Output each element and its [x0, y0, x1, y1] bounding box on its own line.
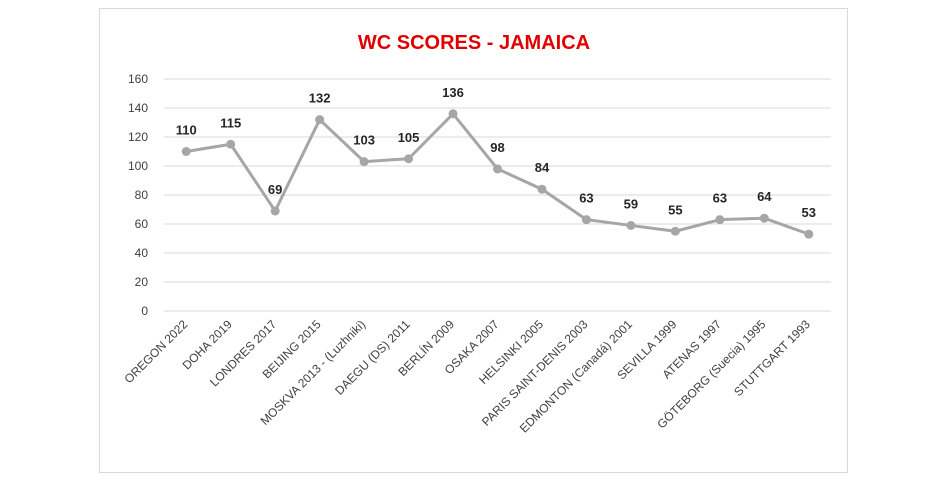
data-point	[670, 226, 680, 236]
data-point	[581, 215, 591, 225]
data-point	[715, 215, 725, 225]
y-tick-label: 140	[128, 101, 148, 115]
data-label: 136	[442, 85, 464, 100]
x-tick-label: OREGON 2022	[122, 317, 191, 386]
data-point	[626, 220, 636, 230]
data-point	[759, 213, 769, 223]
y-tick-label: 20	[135, 275, 149, 289]
data-points	[181, 109, 814, 239]
data-label: 69	[268, 182, 282, 197]
data-label: 98	[490, 140, 504, 155]
data-point	[359, 157, 369, 167]
data-point	[493, 164, 502, 174]
x-tick-label: DAEGU (DS) 2011	[332, 317, 413, 398]
data-label: 132	[309, 91, 331, 106]
data-point	[804, 229, 814, 239]
data-point	[315, 115, 325, 125]
y-tick-label: 80	[135, 188, 149, 202]
data-label: 55	[668, 202, 682, 217]
y-tick-label: 160	[128, 72, 148, 86]
data-label: 103	[353, 133, 375, 148]
data-point	[226, 139, 236, 149]
series-line	[185, 112, 810, 236]
data-label: 115	[220, 115, 241, 130]
y-tick-label: 100	[128, 159, 148, 173]
chart-frame: WC SCORES - JAMAICA 0 20 40 60 80 100 120 140 16…	[99, 8, 848, 473]
data-label: 105	[398, 130, 420, 145]
y-tick-label: 0	[141, 304, 148, 318]
data-point	[404, 154, 414, 164]
chart-title: WC SCORES - JAMAICA	[358, 32, 590, 54]
y-tick-label: 60	[135, 217, 149, 231]
data-labels: 110 115 69 132 103 105 136 98 84 63 59 55 63 64 53	[176, 85, 816, 220]
data-point	[537, 184, 547, 194]
data-point	[448, 109, 458, 119]
data-point	[181, 147, 191, 156]
data-label: 59	[624, 196, 638, 211]
line-chart: WC SCORES - JAMAICA 0 20 40 60 80 100 120 140 16…	[122, 32, 831, 435]
data-label: 63	[713, 191, 727, 206]
data-label: 53	[802, 205, 816, 220]
data-label: 84	[535, 160, 550, 175]
data-label: 110	[176, 123, 197, 138]
data-label: 63	[579, 191, 593, 206]
x-tick-label: STUTTGART 1993	[731, 317, 813, 399]
y-tick-label: 120	[128, 130, 148, 144]
y-axis-ticks: 0 20 40 60 80 100 120 140 160	[128, 72, 148, 318]
y-tick-label: 40	[135, 246, 149, 260]
data-label: 64	[757, 189, 772, 204]
data-point	[270, 206, 280, 216]
